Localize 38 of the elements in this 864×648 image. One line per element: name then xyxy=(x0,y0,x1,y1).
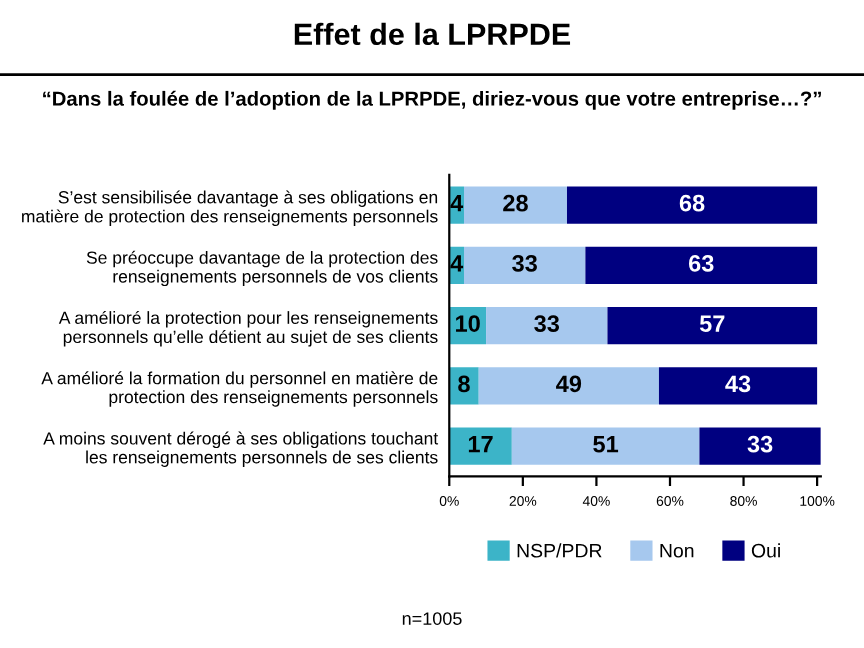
legend-label: Non xyxy=(660,543,694,558)
bar xyxy=(463,246,586,285)
y-tick-label: S’est sensibilisée davantage à ses obligations en matière de protection des renseignements personnels xyxy=(22,190,438,226)
legend-label: Oui xyxy=(751,543,780,558)
data-label: 68 xyxy=(679,194,705,212)
data-label: 51 xyxy=(593,436,619,453)
data-label: 49 xyxy=(556,375,582,393)
bar xyxy=(658,367,818,405)
data-label: 28 xyxy=(503,194,528,212)
bar xyxy=(449,427,512,465)
chart-subtitle: “Dans la foulée de l’adoption de la LPRPDE, diriez-vous que votre entreprise…?” xyxy=(43,90,821,110)
bar xyxy=(566,186,818,224)
legend-label: NSP/PDR xyxy=(517,543,602,558)
bar xyxy=(486,306,608,345)
y-tick-label: Se préoccupe davantage de la protection des renseignements personnels de vos clients xyxy=(86,250,438,287)
data-label: 33 xyxy=(747,435,773,453)
data-label: 63 xyxy=(688,254,714,272)
y-tick-label: A moins souvent dérogé à ses obligations touchant les renseignements personnels de ses clients xyxy=(43,431,439,467)
data-label: 43 xyxy=(725,375,751,393)
bar xyxy=(699,427,821,465)
text: n=1005 xyxy=(402,612,462,625)
data-label: 17 xyxy=(468,436,493,453)
data-label: 33 xyxy=(534,315,560,332)
chart-title: Effet de la LPRPDE xyxy=(294,22,571,46)
bar xyxy=(463,186,567,224)
data-label: 4 xyxy=(450,194,464,212)
bar xyxy=(449,367,479,405)
data-label: 33 xyxy=(512,254,537,272)
bar xyxy=(511,427,700,465)
y-tick-label: A amélioré la formation du personnel en matière de protection des renseignements personnels xyxy=(41,371,438,407)
data-label: 10 xyxy=(456,315,480,332)
data-label: 57 xyxy=(699,315,725,332)
data-label: 8 xyxy=(458,375,470,393)
bar xyxy=(607,306,818,345)
bar xyxy=(478,367,659,405)
data-label: 4 xyxy=(450,255,464,272)
y-tick-label: A amélioré la protection pour les renseignements personnels qu’elle détient au sujet de ses clients xyxy=(58,310,438,347)
bar xyxy=(585,246,818,285)
